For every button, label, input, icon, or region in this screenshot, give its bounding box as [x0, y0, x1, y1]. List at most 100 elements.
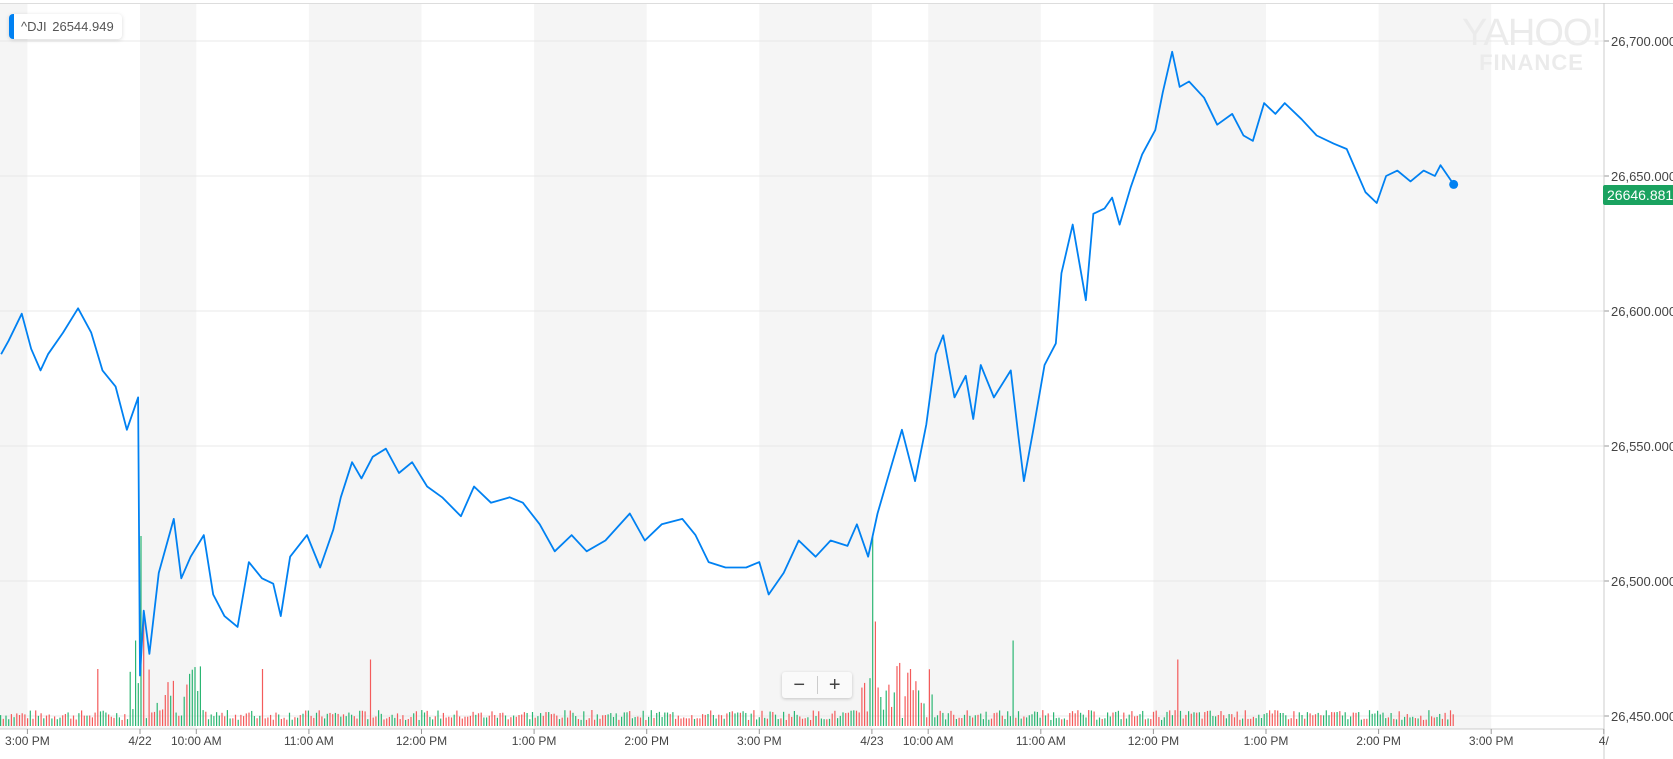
- volume-bar: [51, 718, 53, 726]
- zoom-out-button[interactable]: −: [793, 674, 806, 696]
- volume-bar: [1112, 712, 1114, 726]
- volume-bar: [45, 715, 48, 726]
- volume-bar: [72, 715, 75, 726]
- zoom-in-button[interactable]: +: [828, 674, 841, 696]
- volume-bar: [747, 719, 750, 726]
- volume-bar: [1015, 717, 1017, 726]
- volume-bar: [1339, 711, 1341, 726]
- volume-bar: [256, 718, 258, 726]
- volume-bar: [1390, 713, 1392, 726]
- volume-bar: [453, 714, 455, 726]
- volume-bar: [172, 680, 174, 726]
- last-price-tag: 26646.881: [1603, 185, 1673, 205]
- volume-bar: [1069, 713, 1071, 726]
- volume-bar: [810, 719, 812, 726]
- volume-bar: [467, 716, 469, 726]
- volume-bar: [915, 681, 917, 726]
- volume-bar: [693, 718, 696, 726]
- volume-bar: [828, 718, 831, 726]
- volume-bar: [712, 714, 714, 726]
- volume-bar: [232, 718, 234, 726]
- volume-bar: [286, 719, 288, 726]
- x-tick-label: 4/22: [128, 734, 152, 748]
- volume-bar: [974, 715, 976, 726]
- volume-bar: [1441, 718, 1443, 726]
- volume-bar: [394, 717, 396, 726]
- volume-bar: [1285, 715, 1287, 726]
- volume-bar: [237, 719, 239, 726]
- volume-bar: [348, 712, 350, 726]
- volume-bar: [307, 710, 309, 726]
- volume-bar: [229, 718, 231, 726]
- volume-bar: [988, 719, 990, 726]
- volume-bar: [923, 703, 925, 726]
- volume-bar: [1320, 715, 1322, 726]
- volume-bar: [429, 716, 431, 726]
- volume-bar: [1007, 711, 1009, 726]
- volume-bar: [531, 712, 534, 726]
- volume-bar: [1188, 711, 1190, 726]
- volume-bar: [302, 713, 304, 726]
- volume-bar: [1182, 718, 1184, 726]
- volume-bar: [1279, 712, 1281, 726]
- volume-bar: [210, 714, 212, 726]
- volume-bar: [59, 717, 61, 726]
- volume-bar: [369, 659, 372, 726]
- volume-bar: [650, 710, 652, 726]
- volume-bar: [882, 709, 885, 726]
- volume-bar: [372, 717, 374, 726]
- volume-bar: [97, 669, 99, 726]
- volume-bar: [1274, 710, 1276, 726]
- volume-bar: [1371, 713, 1373, 726]
- volume-bar: [993, 713, 995, 726]
- volume-bar: [583, 711, 585, 726]
- volume-bar: [726, 713, 728, 726]
- volume-bar: [91, 717, 93, 726]
- volume-bar: [815, 715, 817, 726]
- volume-bar: [170, 695, 172, 726]
- volume-bar: [1347, 719, 1349, 726]
- volume-bar: [1282, 713, 1284, 726]
- volume-bar: [1404, 716, 1406, 726]
- volume-bar: [1433, 717, 1435, 726]
- volume-bar: [102, 710, 104, 726]
- shaded-hour-band: [0, 3, 28, 729]
- volume-bar: [1314, 714, 1317, 726]
- x-tick-label: 3:00 PM: [737, 734, 782, 748]
- volume-bar: [1190, 713, 1192, 726]
- volume-bar: [888, 684, 890, 726]
- volume-bar: [1417, 718, 1419, 726]
- volume-bar: [1042, 710, 1044, 726]
- volume-bar: [386, 718, 388, 726]
- volume-bar: [1247, 718, 1249, 726]
- volume-bar: [761, 710, 763, 726]
- volume-bar: [920, 702, 922, 726]
- volume-bar: [459, 716, 461, 726]
- volume-bar: [1425, 719, 1427, 726]
- volume-bar: [513, 715, 515, 726]
- volume-bar: [861, 687, 863, 726]
- volume-bar: [1414, 718, 1416, 726]
- volume-bar: [1215, 716, 1217, 726]
- series-legend[interactable]: ^DJI 26544.949: [9, 14, 122, 39]
- volume-bar: [1401, 719, 1403, 726]
- volume-bar: [1271, 713, 1273, 726]
- volume-bar: [342, 714, 345, 726]
- volume-bar: [1096, 719, 1098, 726]
- zoom-divider: [816, 676, 818, 694]
- volume-bar: [1298, 712, 1300, 726]
- volume-bar: [837, 718, 839, 726]
- volume-bar: [1090, 710, 1092, 726]
- volume-bar: [661, 717, 663, 726]
- volume-bar: [356, 718, 358, 726]
- volume-bar: [901, 717, 903, 726]
- volume-bar: [132, 709, 134, 726]
- volume-bar: [1325, 710, 1327, 726]
- volume-bar: [189, 673, 191, 726]
- volume-bar: [572, 712, 574, 726]
- volume-bar: [35, 710, 37, 726]
- volume-bar: [720, 715, 723, 726]
- volume-bar: [874, 621, 876, 726]
- volume-bar: [399, 719, 401, 726]
